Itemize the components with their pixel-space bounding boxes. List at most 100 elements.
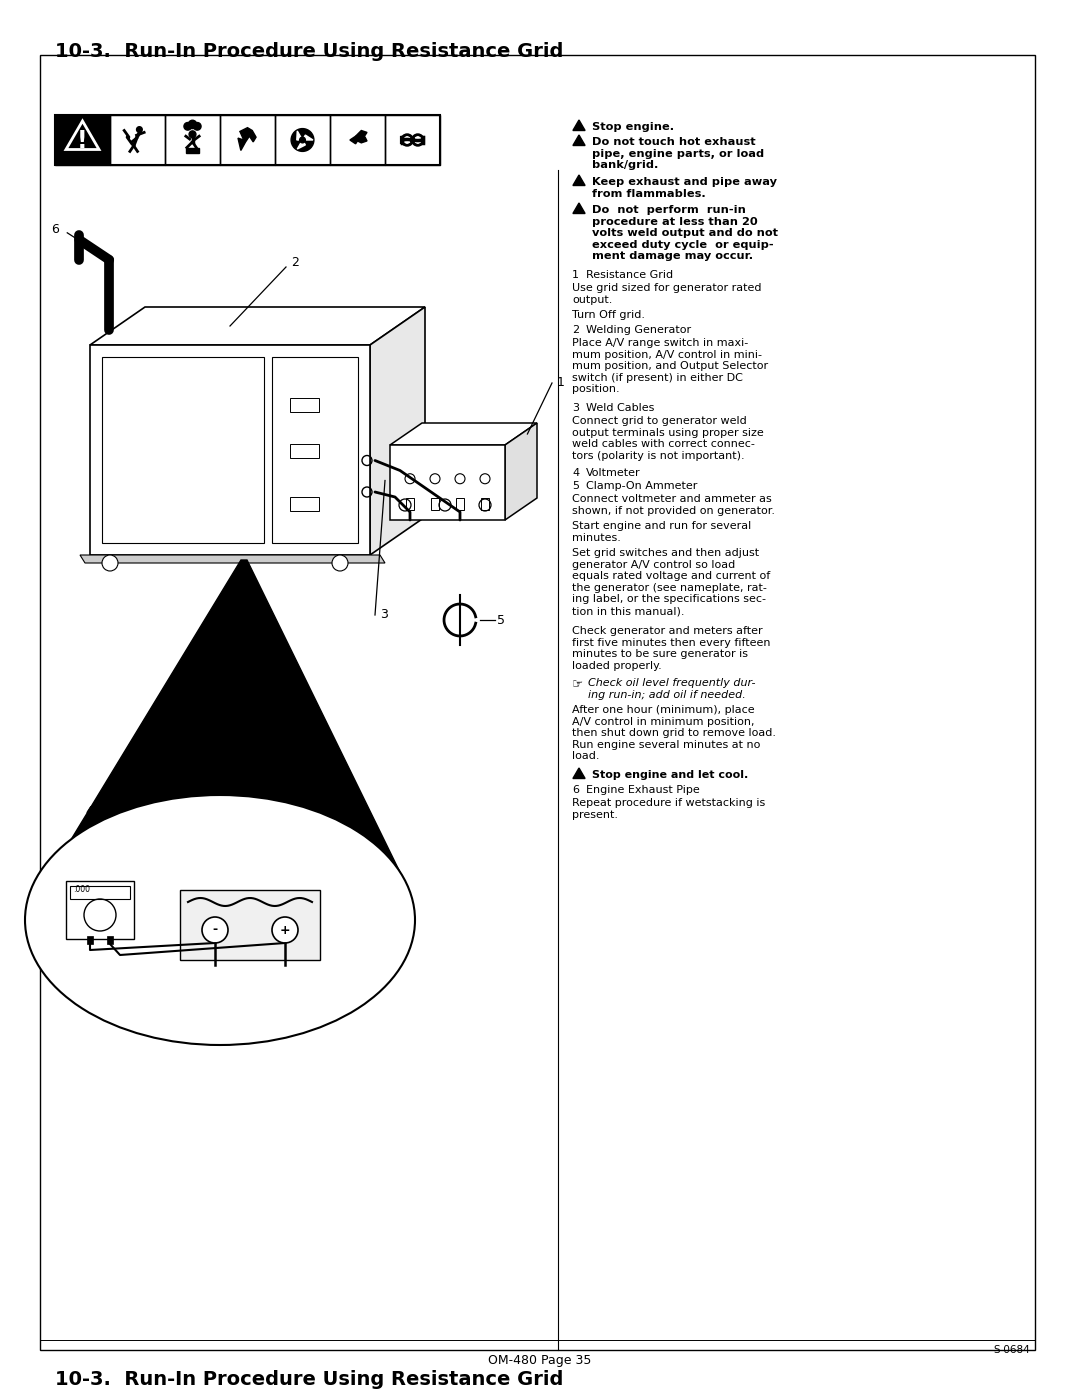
Bar: [289, 444, 320, 458]
Text: ☞: ☞: [572, 678, 583, 692]
Text: After one hour (minimum), place
A/V control in minimum position,
then shut down : After one hour (minimum), place A/V cont…: [572, 705, 777, 761]
Circle shape: [272, 916, 298, 943]
Circle shape: [193, 123, 201, 130]
Text: Stop engine.: Stop engine.: [592, 122, 674, 131]
Bar: [66, 882, 134, 939]
Bar: [481, 497, 489, 510]
Polygon shape: [238, 127, 256, 151]
Bar: [180, 890, 320, 960]
Text: 4: 4: [85, 805, 93, 819]
Circle shape: [455, 474, 465, 483]
Circle shape: [188, 120, 197, 129]
Bar: [107, 936, 113, 944]
Ellipse shape: [25, 795, 415, 1045]
Polygon shape: [350, 136, 367, 144]
Text: 2: 2: [572, 326, 579, 335]
Polygon shape: [355, 130, 367, 138]
Circle shape: [184, 123, 191, 130]
Bar: [165, 115, 220, 165]
Text: Check generator and meters after
first five minutes then every fifteen
minutes t: Check generator and meters after first f…: [572, 626, 770, 671]
Polygon shape: [572, 120, 585, 130]
Bar: [431, 497, 438, 510]
Polygon shape: [297, 131, 302, 140]
Bar: [186, 148, 199, 154]
Text: Clamp-On Ammeter: Clamp-On Ammeter: [586, 481, 698, 490]
Circle shape: [292, 129, 314, 151]
Polygon shape: [66, 122, 99, 149]
Bar: [55, 115, 440, 165]
Bar: [275, 115, 330, 165]
Text: OM-480 Page 35: OM-480 Page 35: [488, 1354, 592, 1368]
Polygon shape: [505, 423, 537, 520]
Text: Engine Exhaust Pipe: Engine Exhaust Pipe: [586, 785, 700, 795]
Text: 10-3.  Run-In Procedure Using Resistance Grid: 10-3. Run-In Procedure Using Resistance …: [55, 42, 564, 61]
Text: 5: 5: [572, 481, 579, 490]
Text: 1: 1: [572, 270, 579, 279]
Bar: [55, 115, 110, 165]
Text: Turn Off grid.: Turn Off grid.: [572, 310, 645, 320]
Text: .000: .000: [73, 886, 90, 894]
Text: Stop engine and let cool.: Stop engine and let cool.: [592, 770, 748, 780]
Polygon shape: [302, 136, 313, 140]
Text: Keep exhaust and pipe away
from flammables.: Keep exhaust and pipe away from flammabl…: [592, 177, 777, 198]
Text: 1: 1: [557, 377, 565, 390]
Polygon shape: [90, 307, 426, 345]
Bar: [289, 398, 320, 412]
Bar: [87, 936, 93, 944]
Circle shape: [102, 555, 118, 571]
Text: Resistance Grid: Resistance Grid: [586, 270, 673, 279]
Circle shape: [415, 137, 421, 144]
Text: +: +: [280, 923, 291, 936]
Text: Start engine and run for several
minutes.: Start engine and run for several minutes…: [572, 521, 752, 542]
Circle shape: [480, 474, 490, 483]
Bar: [330, 115, 384, 165]
Circle shape: [136, 127, 143, 133]
Text: Voltmeter: Voltmeter: [586, 468, 640, 478]
Text: Do  not  perform  run-in
procedure at less than 20
volts weld output and do not
: Do not perform run-in procedure at less …: [592, 205, 778, 261]
Text: Check oil level frequently dur-
ing run-in; add oil if needed.: Check oil level frequently dur- ing run-…: [588, 678, 756, 700]
Text: 5: 5: [497, 613, 505, 626]
Text: S-0684: S-0684: [994, 1345, 1030, 1355]
Polygon shape: [90, 345, 370, 555]
Polygon shape: [572, 768, 585, 778]
Bar: [110, 115, 165, 165]
Text: 3: 3: [380, 609, 388, 622]
Text: 3: 3: [572, 402, 579, 414]
Text: Connect voltmeter and ammeter as
shown, if not provided on generator.: Connect voltmeter and ammeter as shown, …: [572, 495, 775, 515]
Circle shape: [413, 134, 423, 145]
Polygon shape: [370, 307, 426, 555]
Circle shape: [405, 474, 415, 483]
Text: 2: 2: [291, 256, 299, 268]
Polygon shape: [390, 446, 505, 520]
Bar: [384, 115, 440, 165]
Text: Do not touch hot exhaust
pipe, engine parts, or load
bank/grid.: Do not touch hot exhaust pipe, engine pa…: [592, 137, 765, 170]
Bar: [220, 115, 275, 165]
Text: Repeat procedure if wetstacking is
present.: Repeat procedure if wetstacking is prese…: [572, 798, 766, 820]
Text: 10-3.  Run-In Procedure Using Resistance Grid: 10-3. Run-In Procedure Using Resistance …: [55, 1370, 564, 1389]
Text: Use grid sized for generator rated
output.: Use grid sized for generator rated outpu…: [572, 284, 761, 305]
Text: Place A/V range switch in maxi-
mum position, A/V control in mini-
mum position,: Place A/V range switch in maxi- mum posi…: [572, 338, 768, 394]
Text: !: !: [77, 129, 87, 154]
Circle shape: [299, 137, 306, 142]
Bar: [70, 886, 130, 900]
Polygon shape: [572, 203, 585, 214]
Bar: [272, 358, 357, 543]
Bar: [102, 358, 265, 543]
Circle shape: [332, 555, 348, 571]
Circle shape: [402, 134, 413, 145]
Text: 4: 4: [572, 468, 579, 478]
Polygon shape: [390, 423, 537, 446]
Text: Welding Generator: Welding Generator: [586, 326, 691, 335]
Polygon shape: [297, 140, 306, 149]
Polygon shape: [80, 555, 384, 563]
Polygon shape: [572, 136, 585, 145]
Bar: [406, 497, 414, 510]
Polygon shape: [572, 175, 585, 186]
Text: Set grid switches and then adjust
generator A/V control so load
equals rated vol: Set grid switches and then adjust genera…: [572, 548, 770, 616]
Bar: [289, 496, 320, 510]
Polygon shape: [45, 560, 405, 883]
Text: Weld Cables: Weld Cables: [586, 402, 654, 414]
Circle shape: [189, 131, 195, 138]
Text: 6: 6: [52, 224, 59, 236]
Circle shape: [202, 916, 228, 943]
